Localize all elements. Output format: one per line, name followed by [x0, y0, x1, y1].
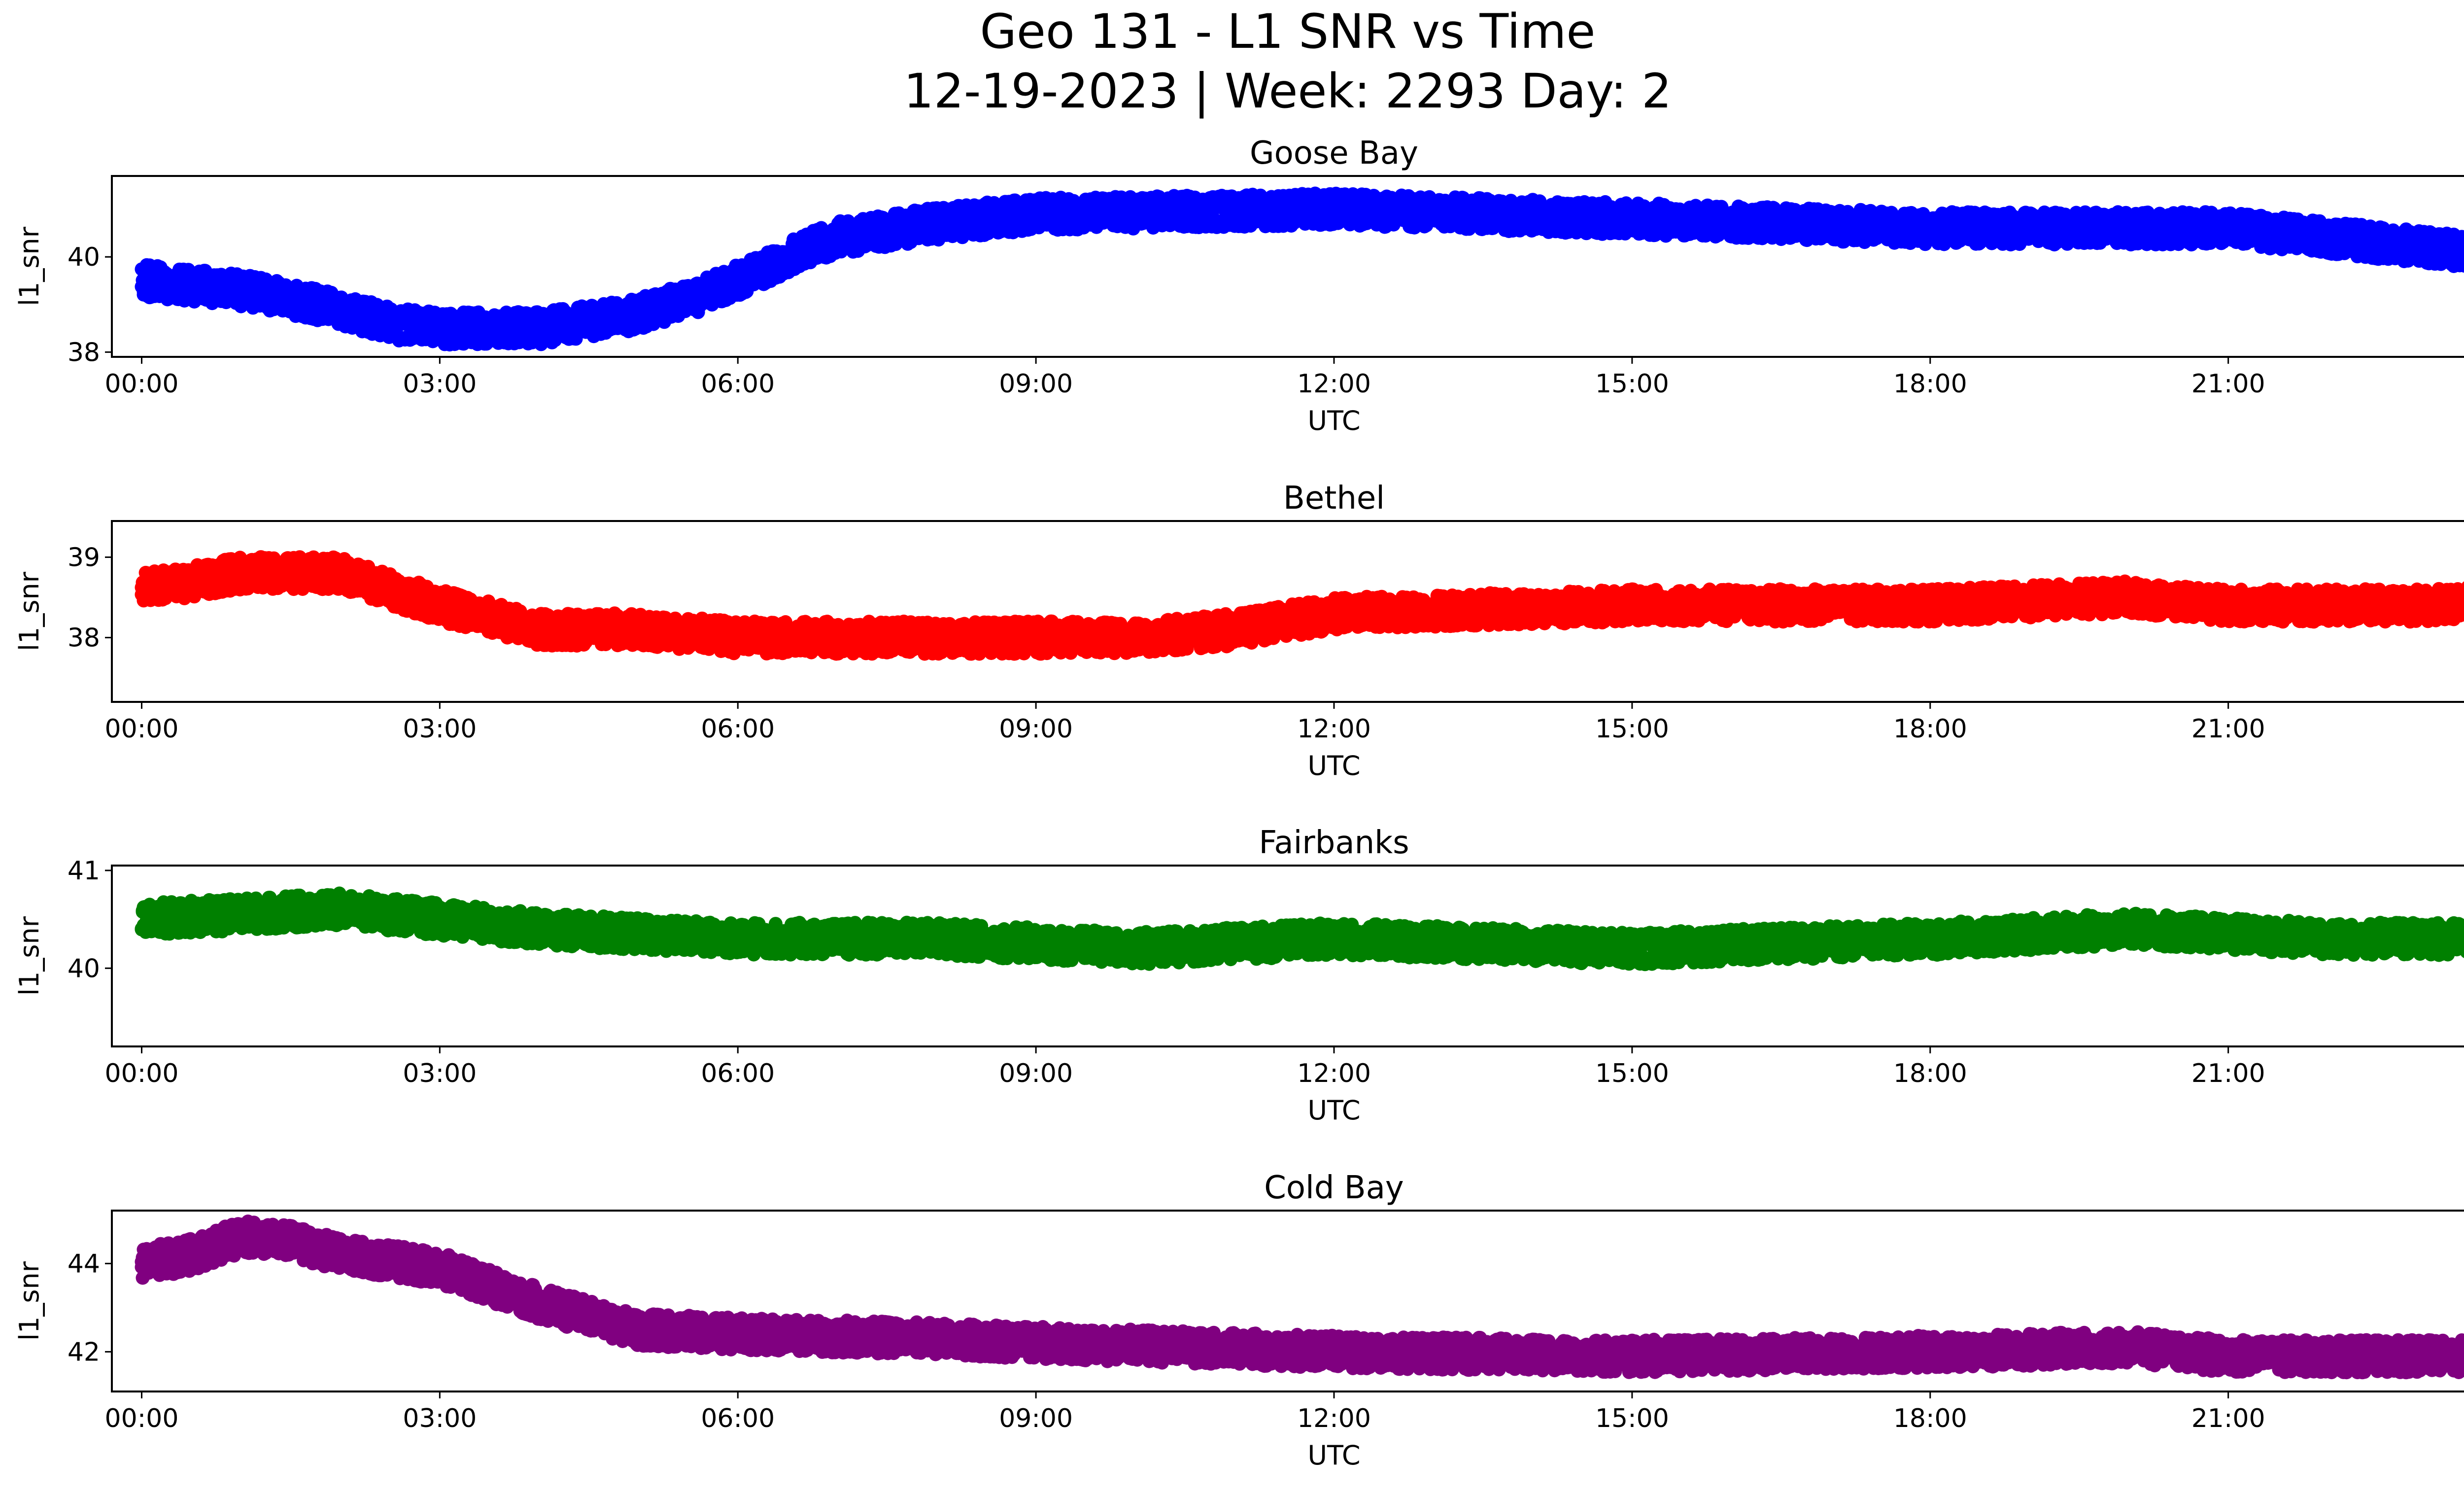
y-tick-label: 38: [68, 338, 100, 367]
subplots: Goose Bay 00:00 03:00 06:00 09:00 12:00 15:00 1…: [14, 135, 2464, 1471]
y-tick-label: 40: [68, 243, 100, 272]
x-axis-label: UTC: [1307, 405, 1360, 436]
x-tick-label: 12:00: [1297, 369, 1371, 399]
figure-title-line2: 12-19-2023 | Week: 2293 Day: 2: [904, 64, 1672, 119]
x-tick-label: 06:00: [701, 369, 775, 399]
x-tick-label: 00:00: [105, 369, 179, 399]
x-tick-label: 18:00: [1893, 369, 1967, 399]
figure-title-line1: Geo 131 - L1 SNR vs Time: [980, 4, 1596, 59]
subplot-goose-bay: Goose Bay 00:00 03:00 06:00 09:00 12:00 15:00 1…: [14, 135, 2464, 436]
data-points: [135, 186, 2464, 352]
x-tick-label: 09:00: [999, 369, 1073, 399]
x-tick-label: 15:00: [1595, 369, 1669, 399]
subplot-title: Bethel: [1283, 480, 1385, 517]
subplot-title: Goose Bay: [1250, 135, 1418, 172]
x-tick-label: 21:00: [2191, 369, 2265, 399]
y-axis-label: l1_snr: [14, 226, 45, 306]
x-tick-label: 03:00: [403, 369, 477, 399]
